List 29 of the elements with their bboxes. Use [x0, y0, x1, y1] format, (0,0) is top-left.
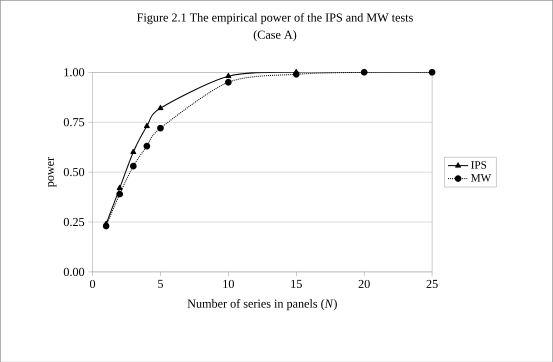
point	[225, 78, 232, 86]
x-axis-title: Number of series in panels (N)	[188, 298, 337, 310]
chart-title: Figure 2.1 The empirical power of the IPS and MW tests	[137, 12, 413, 24]
point	[144, 142, 150, 150]
point	[292, 70, 300, 78]
legend-label: IPS	[471, 160, 486, 168]
y-tick-label: 0.25	[64, 218, 84, 226]
x-tick-label: 10	[223, 280, 234, 288]
y-axis-title: power	[48, 156, 56, 187]
point	[130, 148, 136, 154]
y-tick-label: 1.00	[64, 68, 84, 76]
point	[157, 124, 164, 132]
point	[102, 222, 110, 230]
point	[144, 122, 150, 128]
point	[157, 104, 164, 110]
y-tick-label: 0.75	[64, 118, 84, 126]
x-tick-label: 20	[358, 280, 370, 288]
y-tick-label: 0.00	[64, 268, 84, 276]
legend-label: MW	[471, 174, 492, 182]
chart-subtitle: (Case A)	[254, 30, 296, 42]
point	[116, 190, 124, 198]
y-tick-label: 0.50	[64, 168, 84, 176]
x-tick-label: 5	[158, 280, 164, 288]
point	[225, 72, 232, 78]
x-tick-label: 15	[291, 280, 302, 288]
x-tick-label: 25	[426, 280, 438, 288]
x-tick-label: 0	[90, 280, 96, 288]
point	[130, 162, 137, 170]
point	[116, 184, 123, 190]
